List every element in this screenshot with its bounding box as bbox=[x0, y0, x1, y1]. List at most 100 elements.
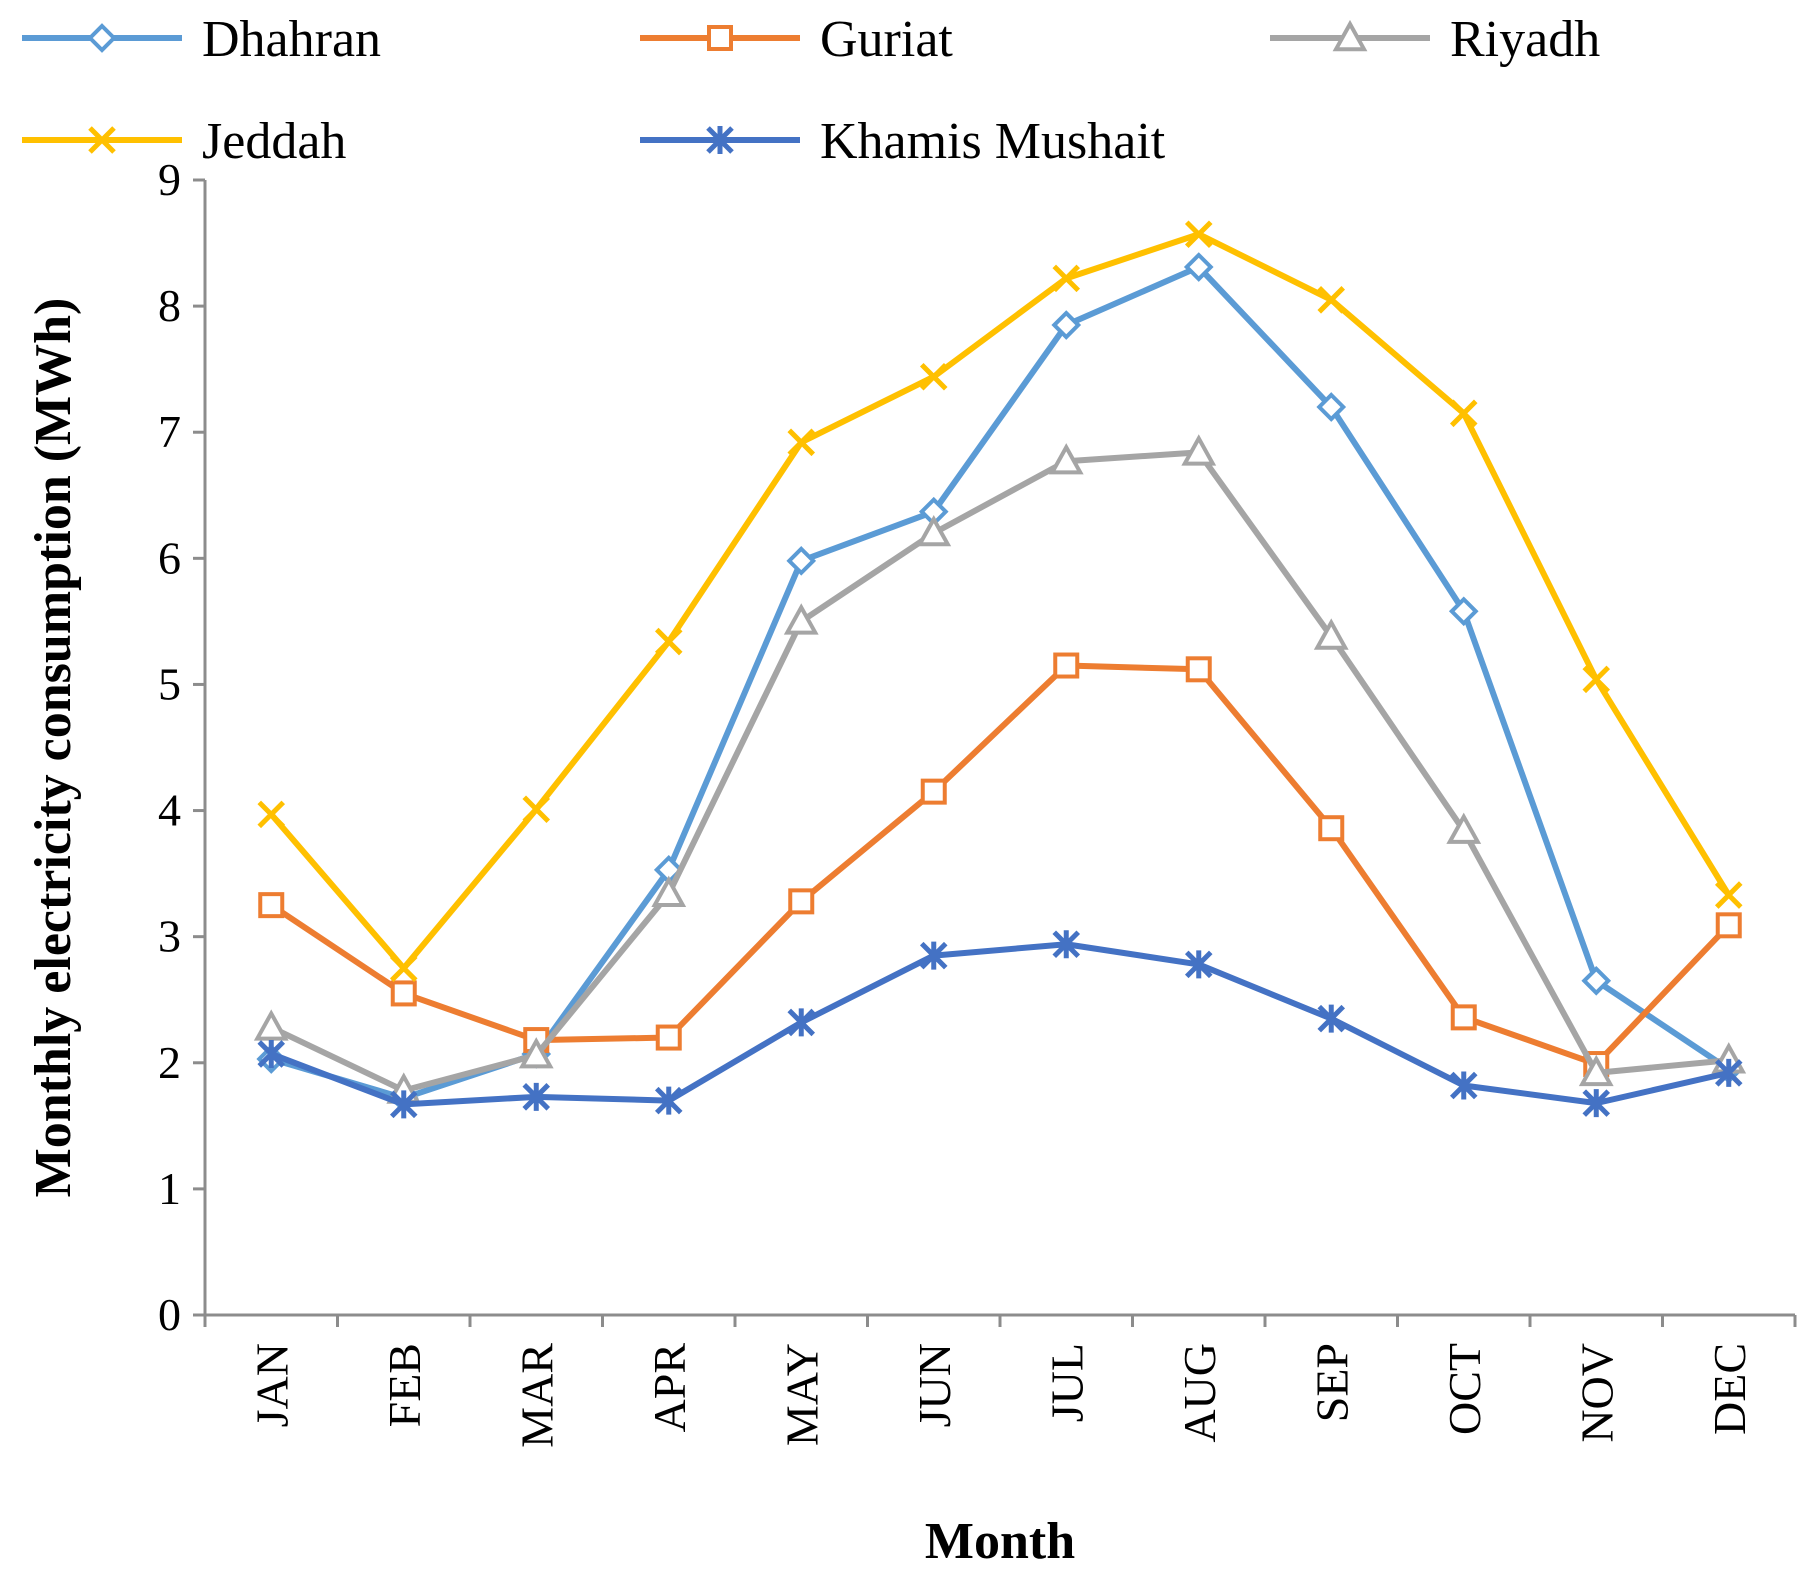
data-point-khamis-mushait bbox=[1449, 1071, 1478, 1100]
data-point-khamis-mushait bbox=[522, 1082, 551, 1111]
legend-label: Khamis Mushait bbox=[820, 113, 1166, 170]
data-point-guriat bbox=[1450, 1004, 1477, 1031]
data-point-khamis-mushait bbox=[1714, 1058, 1743, 1087]
data-point-dhahran bbox=[1448, 596, 1479, 627]
axes bbox=[203, 180, 1795, 1317]
data-point-khamis-mushait bbox=[787, 1008, 816, 1037]
data-point-jeddah bbox=[919, 362, 948, 391]
data-point-guriat bbox=[920, 778, 947, 805]
legend-marker bbox=[707, 25, 733, 51]
data-point-guriat bbox=[258, 892, 285, 919]
data-point-riyadh bbox=[1578, 1054, 1614, 1087]
y-tick-label: 9 bbox=[158, 154, 181, 205]
x-tick-label: SEP bbox=[1306, 1343, 1357, 1422]
series-layer bbox=[253, 220, 1747, 1119]
data-point-khamis-mushait bbox=[389, 1090, 418, 1119]
data-point-jeddah bbox=[1582, 665, 1611, 694]
series-jeddah bbox=[257, 220, 1743, 982]
data-point-riyadh bbox=[1048, 443, 1084, 475]
x-tick-label: MAY bbox=[776, 1343, 827, 1446]
data-point-khamis-mushait bbox=[919, 941, 948, 970]
legend-label: Dhahran bbox=[202, 11, 381, 68]
y-tick-label: 1 bbox=[158, 1163, 181, 1214]
data-point-guriat bbox=[1318, 815, 1345, 842]
data-point-guriat bbox=[1185, 656, 1212, 683]
legend-item-jeddah: Jeddah bbox=[22, 113, 346, 170]
legend-label: Guriat bbox=[820, 11, 953, 68]
data-point-dhahran bbox=[1183, 252, 1214, 282]
series-dhahran bbox=[256, 252, 1744, 1113]
data-point-jeddah bbox=[1052, 264, 1081, 293]
series-line-guriat bbox=[269, 662, 1731, 1068]
data-point-riyadh bbox=[916, 514, 952, 547]
series-line-riyadh bbox=[269, 449, 1730, 1094]
y-tick-label: 6 bbox=[158, 532, 181, 583]
legend-label: Jeddah bbox=[202, 113, 346, 170]
data-point-jeddah bbox=[1449, 399, 1478, 428]
data-point-guriat bbox=[390, 980, 417, 1007]
data-point-dhahran bbox=[1051, 310, 1082, 340]
legend-marker bbox=[706, 126, 734, 154]
data-point-jeddah bbox=[257, 800, 286, 829]
data-point-khamis-mushait bbox=[1052, 930, 1081, 959]
x-tick-label: APR bbox=[644, 1343, 695, 1433]
x-tick-label: DEC bbox=[1704, 1343, 1755, 1435]
data-point-jeddah bbox=[787, 428, 816, 457]
y-axis-title: Monthly electricity consumption (MWh) bbox=[25, 298, 82, 1198]
x-tick-label: OCT bbox=[1439, 1343, 1490, 1435]
data-point-jeddah bbox=[654, 627, 683, 656]
data-point-riyadh bbox=[1181, 434, 1217, 466]
legend-item-guriat: Guriat bbox=[640, 11, 953, 68]
legend-marker bbox=[88, 126, 116, 154]
legend-label: Riyadh bbox=[1450, 11, 1600, 68]
legend: Dhahran Guriat Riyadh Jeddah Khamis Mushait bbox=[22, 11, 1600, 170]
data-point-guriat bbox=[1053, 652, 1080, 679]
series-line-dhahran bbox=[270, 264, 1731, 1102]
series-line-jeddah bbox=[268, 231, 1732, 972]
x-axis-title: Month bbox=[925, 1513, 1075, 1570]
data-point-jeddah bbox=[522, 795, 551, 824]
data-point-khamis-mushait bbox=[1582, 1089, 1611, 1118]
legend-marker bbox=[87, 23, 117, 53]
y-tick-label: 0 bbox=[158, 1289, 181, 1340]
data-point-dhahran bbox=[1581, 965, 1612, 996]
data-point-jeddah bbox=[1184, 220, 1213, 248]
data-point-khamis-mushait bbox=[257, 1039, 286, 1068]
data-point-riyadh bbox=[1313, 618, 1349, 650]
y-tick-label: 5 bbox=[158, 658, 181, 709]
data-point-dhahran bbox=[1316, 392, 1347, 422]
data-point-khamis-mushait bbox=[654, 1086, 683, 1115]
x-tick-label: JUN bbox=[909, 1343, 960, 1427]
data-point-jeddah bbox=[1714, 881, 1743, 909]
data-point-riyadh bbox=[783, 603, 819, 635]
x-tick-label: JUL bbox=[1041, 1343, 1092, 1422]
series-line-khamis-mushait bbox=[270, 941, 1730, 1108]
x-axis-ticks: JAN FEB MAR APR MAY JUN JUL AUG SEP OCT NOV DEC bbox=[203, 1315, 1797, 1448]
y-axis-ticks: 0 1 2 3 4 5 6 7 8 9 bbox=[158, 154, 205, 1340]
data-point-khamis-mushait bbox=[1317, 1004, 1346, 1033]
x-tick-label: FEB bbox=[379, 1343, 430, 1427]
legend-item-dhahran: Dhahran bbox=[22, 11, 381, 68]
data-point-riyadh bbox=[1446, 812, 1482, 844]
data-point-guriat bbox=[1715, 912, 1742, 939]
y-tick-label: 7 bbox=[158, 406, 181, 457]
x-tick-label: AUG bbox=[1174, 1343, 1225, 1443]
data-point-guriat bbox=[788, 888, 815, 915]
legend-item-khamis-mushait: Khamis Mushait bbox=[640, 113, 1166, 170]
legend-item-riyadh: Riyadh bbox=[1270, 11, 1600, 68]
data-point-jeddah bbox=[389, 954, 418, 982]
x-tick-label: MAR bbox=[511, 1343, 562, 1448]
y-tick-label: 2 bbox=[158, 1037, 181, 1088]
data-point-riyadh bbox=[518, 1037, 554, 1069]
data-point-riyadh bbox=[651, 875, 687, 907]
y-tick-label: 4 bbox=[158, 785, 181, 836]
data-point-guriat bbox=[655, 1024, 682, 1051]
y-tick-label: 3 bbox=[158, 911, 181, 962]
x-tick-label: NOV bbox=[1571, 1343, 1622, 1443]
series-guriat bbox=[258, 652, 1742, 1078]
legend-marker bbox=[1332, 19, 1368, 52]
data-point-khamis-mushait bbox=[1184, 950, 1213, 979]
data-point-jeddah bbox=[1317, 286, 1346, 314]
